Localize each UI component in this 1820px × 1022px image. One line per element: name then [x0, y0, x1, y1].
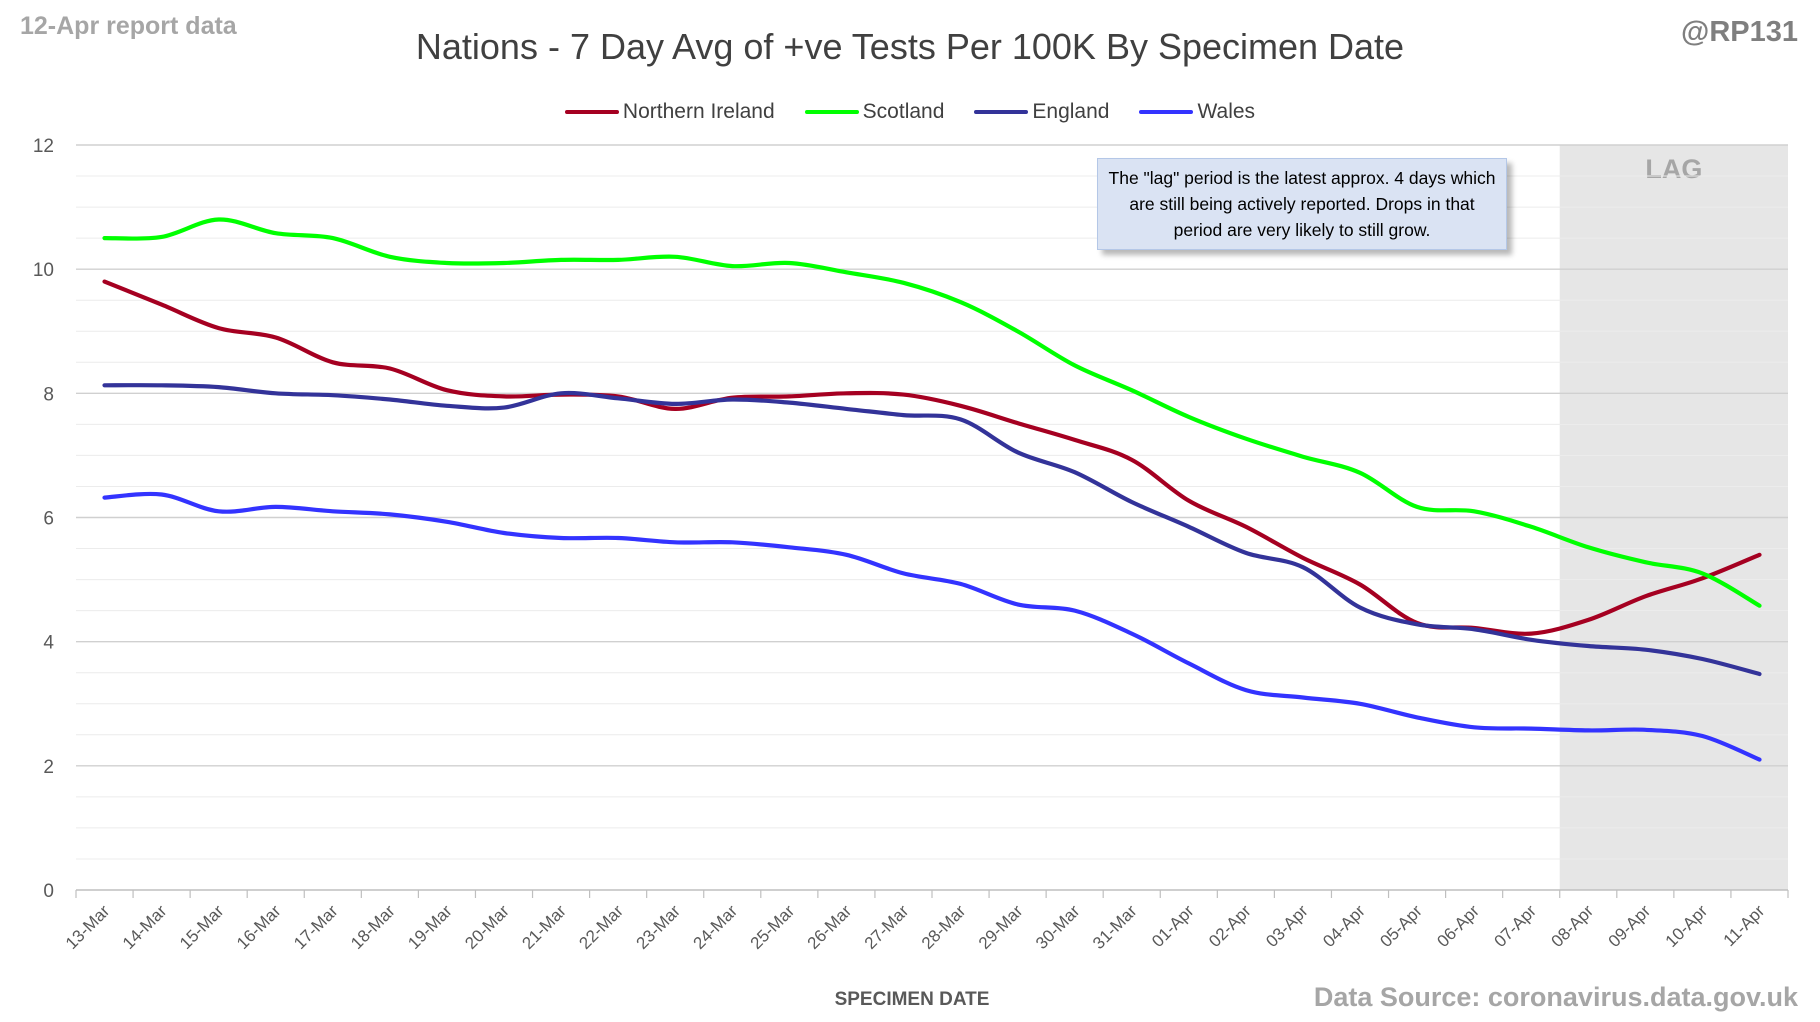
- x-tick-label: 02-Apr: [1205, 901, 1255, 951]
- legend-swatch-england: [974, 110, 1029, 114]
- lag-annotation: The "lag" period is the latest approx. 4…: [1097, 158, 1507, 250]
- legend-label: Northern Ireland: [622, 100, 775, 123]
- x-tick-label: 27-Mar: [861, 901, 913, 953]
- legend-label: England: [1032, 100, 1110, 123]
- legend-label: Scotland: [862, 100, 945, 123]
- x-tick-label: 16-Mar: [233, 901, 285, 953]
- x-tick-label: 17-Mar: [290, 901, 342, 953]
- x-tick-label: 05-Apr: [1376, 901, 1426, 951]
- y-tick-label: 2: [43, 757, 54, 778]
- x-tick-label: 04-Apr: [1319, 901, 1369, 951]
- x-tick-label: 20-Mar: [461, 901, 513, 953]
- x-tick-label: 08-Apr: [1548, 901, 1598, 951]
- x-tick-label: 21-Mar: [518, 901, 570, 953]
- x-tick-label: 13-Mar: [62, 901, 114, 953]
- series-line-scotland: [102, 217, 1762, 608]
- x-tick-label: 23-Mar: [633, 901, 685, 953]
- x-tick-label: 14-Mar: [119, 901, 171, 953]
- y-tick-label: 8: [43, 384, 54, 405]
- x-tick-label: 25-Mar: [747, 901, 799, 953]
- y-tick-label: 10: [33, 260, 54, 281]
- y-tick-label: 0: [43, 881, 54, 902]
- x-tick-label: 01-Apr: [1148, 901, 1198, 951]
- x-tick-label: 09-Apr: [1605, 901, 1655, 951]
- x-tick-label: 30-Mar: [1032, 901, 1084, 953]
- x-tick-label: 24-Mar: [690, 901, 742, 953]
- x-tick-label: 28-Mar: [918, 901, 970, 953]
- x-tick-label: 18-Mar: [347, 901, 399, 953]
- chart-title: Nations - 7 Day Avg of +ve Tests Per 100…: [415, 26, 1405, 67]
- legend-item-northern-ireland: Northern Ireland: [564, 100, 775, 124]
- legend-swatch-wales: [1139, 110, 1194, 114]
- y-tick-label: 6: [43, 509, 54, 530]
- x-tick-label: 19-Mar: [404, 901, 456, 953]
- data-source-label: Data Source: coronavirus.data.gov.uk: [1313, 982, 1798, 1012]
- x-tick-label: 26-Mar: [804, 901, 856, 953]
- x-tick-label: 07-Apr: [1491, 901, 1541, 951]
- legend: Northern Ireland Scotland England Wales: [0, 100, 1820, 124]
- x-axis-label: SPECIMEN DATE: [835, 989, 990, 1010]
- report-date-label: 12-Apr report data: [20, 12, 237, 40]
- x-tick-label: 10-Apr: [1662, 901, 1712, 951]
- x-tick-label: 31-Mar: [1089, 901, 1141, 953]
- y-tick-label: 12: [33, 136, 54, 157]
- legend-item-wales: Wales: [1139, 100, 1255, 124]
- legend-swatch-scotland: [804, 110, 859, 114]
- author-handle: @RP131: [1681, 16, 1798, 48]
- legend-label: Wales: [1197, 100, 1256, 123]
- legend-item-scotland: Scotland: [804, 100, 945, 124]
- series-line-northern-ireland: [102, 279, 1762, 636]
- y-tick-label: 4: [43, 633, 54, 654]
- x-tick-label: 15-Mar: [176, 901, 228, 953]
- x-tick-label: 29-Mar: [975, 901, 1027, 953]
- legend-item-england: England: [974, 100, 1109, 124]
- x-tick-label: 11-Apr: [1720, 901, 1769, 950]
- x-tick-label: 03-Apr: [1262, 901, 1312, 951]
- x-tick-label: 22-Mar: [575, 901, 627, 953]
- series-line-wales: [102, 491, 1762, 762]
- x-tick-label: 06-Apr: [1433, 901, 1483, 951]
- legend-swatch-northern-ireland: [564, 110, 619, 114]
- series-line-england: [102, 383, 1762, 677]
- lag-label: LAG: [1645, 154, 1702, 184]
